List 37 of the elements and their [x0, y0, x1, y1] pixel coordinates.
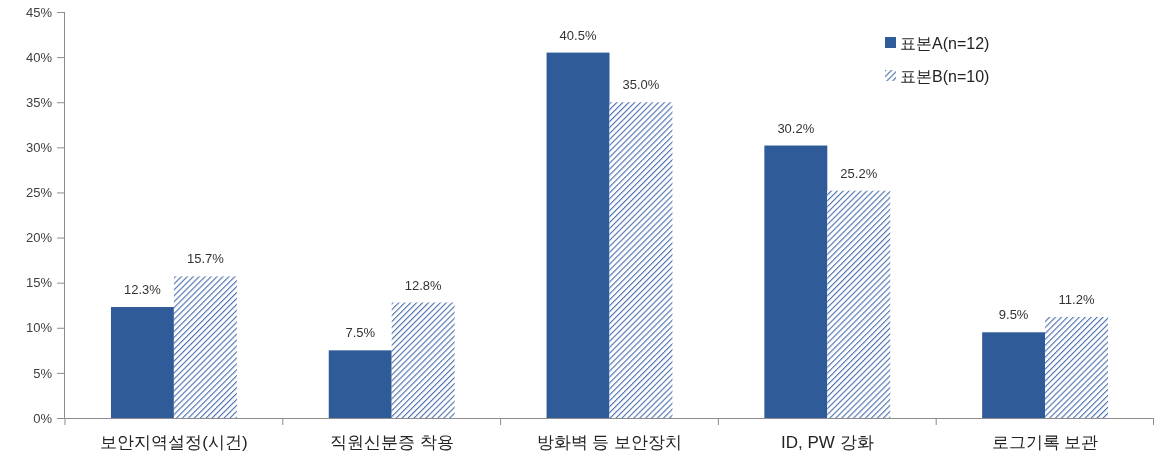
- x-tick-label: 보안지역설정(시건): [100, 433, 248, 452]
- data-label: 30.2%: [777, 120, 815, 136]
- y-tick-label: 20%: [25, 230, 53, 246]
- data-label: 11.2%: [1058, 291, 1095, 307]
- bar: [546, 52, 610, 418]
- data-label: 40.5%: [559, 27, 597, 43]
- bar: [173, 276, 237, 418]
- data-label: 7.5%: [345, 325, 376, 341]
- data-label: 12.8%: [404, 277, 443, 293]
- x-tick-label: ID, PW 강화: [781, 433, 874, 452]
- legend-label: 표본A(n=12): [900, 34, 990, 52]
- bar: [827, 190, 891, 418]
- data-label: 12.3%: [123, 282, 162, 298]
- y-tick-label: 5%: [33, 365, 53, 381]
- y-tick-label: 25%: [25, 185, 53, 201]
- y-tick-label: 0%: [33, 410, 53, 426]
- data-label: 35.0%: [622, 77, 660, 93]
- y-tick-label: 30%: [25, 139, 53, 155]
- y-tick-label: 40%: [25, 49, 53, 65]
- bar: [110, 307, 174, 418]
- bar: [982, 332, 1046, 418]
- data-label: 15.7%: [186, 251, 225, 267]
- data-label: 25.2%: [840, 165, 878, 181]
- x-tick-label: 방화벽 등 보안장치: [536, 433, 683, 452]
- y-tick-label: 10%: [25, 320, 53, 336]
- y-tick-label: 35%: [25, 94, 53, 110]
- bar: [1045, 316, 1109, 418]
- x-tick-label: 로그기록 보관: [991, 433, 1099, 452]
- y-tick-label: 45%: [25, 4, 53, 20]
- bar: [328, 350, 392, 418]
- legend-label: 표본B(n=10): [900, 67, 990, 85]
- bar: [764, 145, 828, 418]
- bar: [391, 302, 455, 418]
- bar: [609, 102, 673, 418]
- data-label: 9.5%: [998, 307, 1029, 323]
- x-tick-label: 직원신분증 착용: [329, 433, 454, 452]
- y-tick-label: 15%: [25, 275, 53, 291]
